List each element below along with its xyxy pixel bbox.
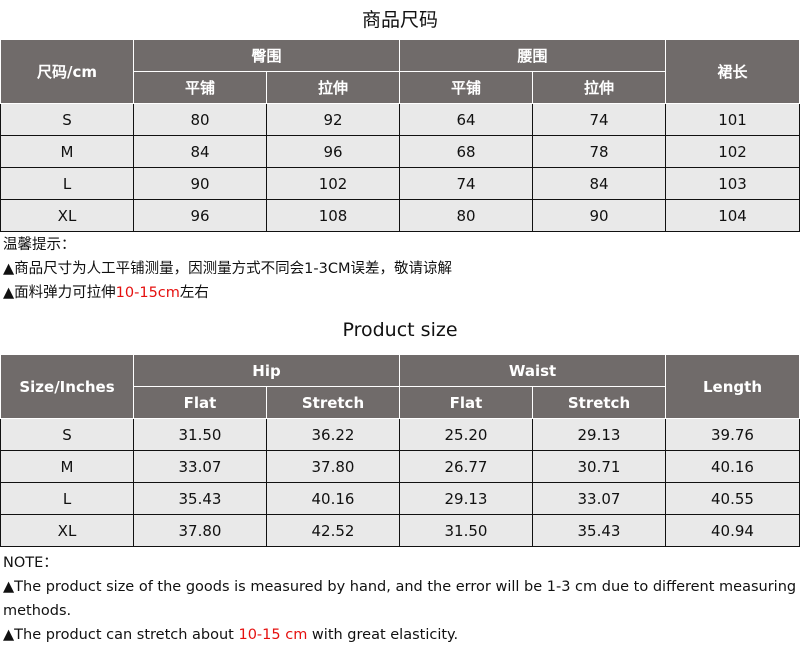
table-cell: 78 (532, 135, 667, 168)
note-text: ▲面料弹力可拉伸 (3, 285, 116, 301)
note-highlight: 10-15cm (115, 285, 180, 301)
table-cell: 42.52 (266, 514, 400, 547)
table-cell: 102 (265, 167, 401, 200)
table-cell: 39.76 (665, 418, 800, 451)
size-header: Size/Inches (0, 354, 134, 419)
table-cell: 84 (133, 135, 267, 168)
table-cell: 101 (665, 103, 800, 136)
table-cell: M (0, 135, 134, 168)
size-table-inches: Size/Inches Hip Waist Length Flat Stretch Flat… (0, 354, 800, 547)
waist-header: 腰围 (399, 39, 667, 72)
table-row: S 80 92 64 74 101 (0, 103, 800, 136)
cn-notes: 温馨提示： ▲商品尺寸为人工平铺测量，因测量方式不同会1-3CM误差，敬请谅解 … (3, 233, 452, 305)
table-cell: 90 (532, 199, 667, 232)
table-cell: 68 (399, 135, 534, 168)
table-cell: 26.77 (399, 450, 533, 483)
length-header: Length (665, 354, 800, 419)
note-highlight: 10-15 cm (238, 627, 308, 643)
table-cell: 64 (399, 103, 534, 136)
table-cell: 29.13 (532, 418, 666, 451)
table-row: L 35.43 40.16 29.13 33.07 40.55 (0, 482, 800, 515)
subheader: 拉伸 (532, 71, 667, 104)
table-cell: 84 (532, 167, 667, 200)
table-cell: XL (0, 514, 134, 547)
table-row: M 33.07 37.80 26.77 30.71 40.16 (0, 450, 800, 483)
table-cell: 35.43 (532, 514, 666, 547)
table-cell: M (0, 450, 134, 483)
table-cell: 33.07 (133, 450, 267, 483)
table-cell: 102 (665, 135, 800, 168)
size-header: 尺码/cm (0, 39, 134, 104)
subheader: 平铺 (399, 71, 534, 104)
table-cell: L (0, 167, 134, 200)
table-cell: 29.13 (399, 482, 533, 515)
subheader: Stretch (266, 386, 400, 419)
note-text: 左右 (179, 285, 209, 301)
table-cell: 104 (665, 199, 800, 232)
table-cell: 74 (532, 103, 667, 136)
table-row: XL 37.80 42.52 31.50 35.43 40.94 (0, 514, 800, 547)
table-cell: 40.55 (665, 482, 800, 515)
hip-header: 臀围 (132, 39, 401, 72)
table-cell: 103 (665, 167, 800, 200)
subheader: Stretch (532, 386, 666, 419)
table-cell: 25.20 (399, 418, 533, 451)
table-cell: S (0, 418, 134, 451)
table-cell: 74 (399, 167, 534, 200)
table-cell: 36.22 (266, 418, 400, 451)
note-text: ▲The product can stretch about (3, 627, 239, 643)
table-cell: 90 (133, 167, 267, 200)
table-cell: S (0, 103, 134, 136)
table-cell: 33.07 (532, 482, 666, 515)
subheader: Flat (399, 386, 533, 419)
table-cell: 108 (265, 199, 401, 232)
table-cell: 40.16 (266, 482, 400, 515)
table-cell: 40.94 (665, 514, 800, 547)
table-cell: 80 (133, 103, 267, 136)
table-row: M 84 96 68 78 102 (0, 135, 800, 168)
table-cell: 96 (133, 199, 267, 232)
subheader: 平铺 (133, 71, 267, 104)
waist-header: Waist (399, 354, 666, 387)
table-cell: XL (0, 199, 134, 232)
en-title: Product size (342, 319, 458, 341)
en-note-2: ▲The product can stretch about 10-15 cm … (3, 623, 800, 647)
table-cell: 30.71 (532, 450, 666, 483)
cn-title: 商品尺码 (361, 9, 438, 31)
hip-header: Hip (133, 354, 400, 387)
table-cell: 35.43 (133, 482, 267, 515)
table-cell: L (0, 482, 134, 515)
table-cell: 92 (265, 103, 401, 136)
subheader: Flat (133, 386, 267, 419)
table-cell: 31.50 (399, 514, 533, 547)
cn-note-title: 温馨提示： (3, 237, 76, 253)
table-row: S 31.50 36.22 25.20 29.13 39.76 (0, 418, 800, 451)
table-cell: 80 (399, 199, 534, 232)
en-note-1: ▲The product size of the goods is measur… (3, 579, 797, 619)
table-cell: 37.80 (266, 450, 400, 483)
table-cell: 31.50 (133, 418, 267, 451)
table-row: L 90 102 74 84 103 (0, 167, 800, 200)
note-text: with great elasticity. (307, 627, 459, 643)
cn-note-2: ▲面料弹力可拉伸10-15cm左右 (3, 281, 452, 305)
subheader: 拉伸 (265, 71, 401, 104)
table-row: XL 96 108 80 90 104 (0, 199, 800, 232)
cn-note-1: ▲商品尺寸为人工平铺测量，因测量方式不同会1-3CM误差，敬请谅解 (3, 261, 452, 277)
en-notes: NOTE： ▲The product size of the goods is … (3, 551, 800, 647)
length-header: 裙长 (665, 39, 800, 104)
table-cell: 96 (265, 135, 401, 168)
table-cell: 37.80 (133, 514, 267, 547)
size-table-cm: 尺码/cm 臀围 腰围 裙长 平铺 拉伸 平铺 拉伸 S 80 92 64 74 101 M 84 96 68 78… (0, 39, 800, 232)
en-note-title: NOTE： (3, 555, 58, 571)
table-cell: 40.16 (665, 450, 800, 483)
